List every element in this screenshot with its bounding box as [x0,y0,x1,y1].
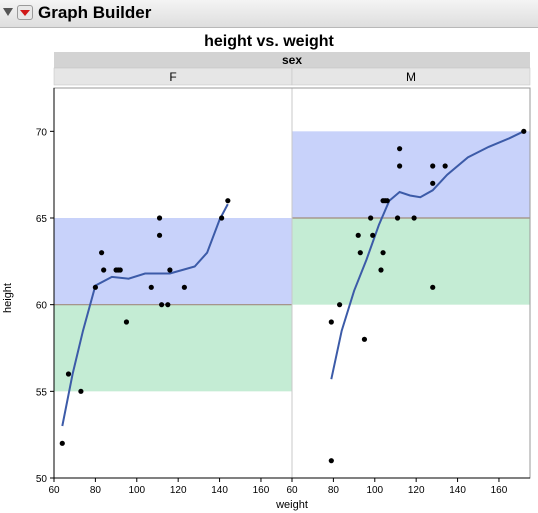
data-point[interactable] [117,267,123,273]
upper-band-f [54,218,292,305]
data-point[interactable] [123,319,130,325]
data-point[interactable] [394,215,401,221]
x-axis-label[interactable]: weight [275,499,308,511]
data-point[interactable] [378,267,384,273]
data-point[interactable] [328,458,334,464]
data-point[interactable] [156,215,163,221]
data-point[interactable] [99,250,105,256]
data-point[interactable] [384,198,390,204]
data-point[interactable] [65,371,72,377]
y-tick-label: 50 [36,474,48,485]
panel-label-f: F [169,70,176,84]
data-point[interactable] [167,267,173,273]
y-tick-label: 55 [36,387,48,398]
data-point[interactable] [442,163,448,169]
x-tick-label: 100 [366,485,383,496]
red-triangle-menu-button[interactable] [17,5,33,20]
red-triangle-icon [20,10,30,16]
data-point[interactable] [380,250,386,256]
data-point[interactable] [59,440,65,446]
data-point[interactable] [219,215,225,221]
y-tick-label: 65 [36,214,48,225]
x-tick-label: 160 [491,485,508,496]
x-tick-label: 160 [253,485,270,496]
chart-title: height vs. weight [204,33,334,50]
data-point[interactable] [165,302,171,308]
data-point[interactable] [397,163,403,169]
data-point[interactable] [337,302,343,308]
x-tick-label: 80 [328,485,340,496]
panel-header-m [291,67,531,86]
data-point[interactable] [411,215,417,221]
smoother-line-f [61,203,229,427]
data-point[interactable] [159,302,165,308]
data-point[interactable] [148,284,154,290]
data-point[interactable] [78,388,84,394]
data-point[interactable] [368,215,374,221]
x-tick-label: 120 [408,485,425,496]
data-point[interactable] [430,180,436,186]
lower-band-m [292,218,530,305]
x-tick-label: 60 [48,485,60,496]
data-point[interactable] [355,232,361,238]
data-point[interactable] [92,284,98,290]
window-title: Graph Builder [38,3,152,22]
data-point[interactable] [156,232,163,238]
smoother-line-m [330,130,525,380]
panel-label-m: M [406,70,416,84]
title-bar: Graph Builder [0,0,538,28]
graph-area: height vs. weight sex F 60 80 100 120 140 160 M… [2,33,531,511]
x-tick-label: 140 [449,485,466,496]
data-point[interactable] [430,163,436,169]
y-tick-label: 60 [36,301,48,312]
x-tick-label: 120 [170,485,187,496]
y-tick-label: 70 [36,127,48,138]
data-point[interactable] [357,250,363,256]
data-point[interactable] [370,232,376,238]
data-point[interactable] [328,319,334,325]
data-point[interactable] [225,198,231,204]
data-point[interactable] [101,267,107,273]
disclosure-triangle-icon[interactable] [3,8,13,16]
data-point[interactable] [181,284,187,290]
x-tick-label: 140 [211,485,228,496]
data-point[interactable] [361,336,368,342]
x-tick-label: 100 [128,485,145,496]
lower-band-f [54,304,292,392]
data-point[interactable] [397,146,403,152]
x-tick-label: 60 [286,485,298,496]
group-label-sex[interactable]: sex [282,53,302,67]
data-point[interactable] [430,284,436,290]
data-point[interactable] [521,128,527,134]
group-header-bar [54,52,530,68]
x-tick-label: 80 [90,485,102,496]
y-axis-label[interactable]: height [2,283,14,313]
